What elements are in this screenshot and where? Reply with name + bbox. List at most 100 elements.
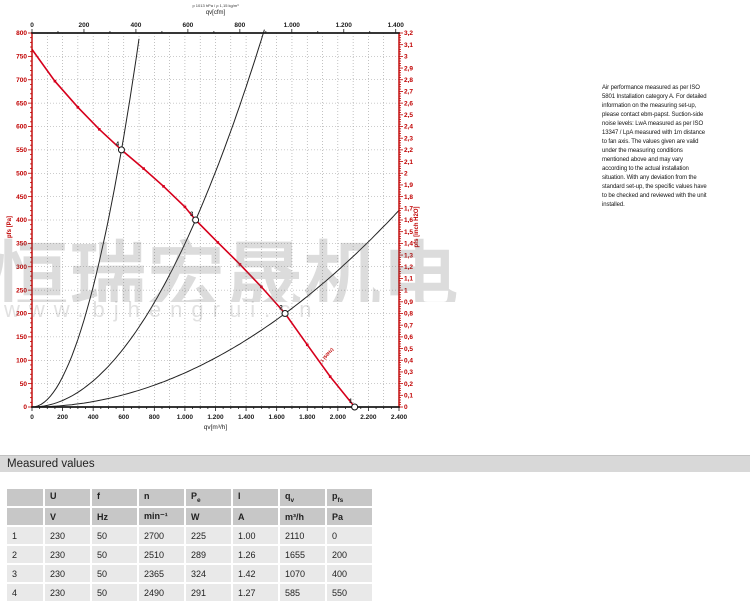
right-axis-tick-label: 0,7 [404, 322, 413, 329]
right-axis-tick-label: 1 [404, 287, 408, 294]
right-axis-tick-label: 2,3 [404, 135, 413, 142]
right-axis-tick-label: 2,4 [404, 124, 413, 131]
operating-point [117, 146, 125, 154]
right-axis-tick-label: 2,9 [404, 65, 413, 72]
value-cell: 200 [327, 546, 372, 563]
system-curve [31, 38, 140, 408]
operating-point-label: 4 [116, 142, 120, 148]
operating-point-label: 1 [349, 399, 353, 405]
left-axis-label: pfs [Pa] [7, 216, 13, 238]
bottom-axis-tick-label: 600 [118, 414, 129, 421]
bottom-axis-tick-label: 2.200 [360, 414, 377, 421]
value-cell: 230 [45, 565, 90, 582]
measured-values-title-bar: Measured values [0, 455, 750, 472]
table-units-row: V Hz min⁻¹ W A m³/h Pa [7, 508, 372, 525]
value-cell: 2110 [280, 527, 325, 544]
value-cell: 324 [186, 565, 231, 582]
value-cell: 1.42 [233, 565, 278, 582]
right-axis-tick-label: 2,5 [404, 112, 413, 119]
left-axis-tick-label: 600 [16, 124, 27, 131]
system-curve [31, 29, 265, 408]
value-cell: 50 [92, 546, 137, 563]
performance-chart: 800 750 700 650 600 550 500 450 400 350 300 250 200 1… [4, 2, 424, 440]
right-axis-tick-label: 2,1 [404, 159, 413, 166]
unit-cell: Pa [327, 508, 372, 525]
left-axis-tick-label: 450 [16, 194, 27, 201]
bottom-axis-tick-label: 1.800 [299, 414, 316, 421]
system-curve [32, 210, 400, 408]
right-axis-tick-label: 0,5 [404, 346, 413, 353]
bottom-axis-tick-label: 2.400 [391, 414, 408, 421]
right-axis-tick-label: 1,4 [404, 241, 413, 248]
value-cell: 1070 [280, 565, 325, 582]
unit-cell: W [186, 508, 231, 525]
value-cell: 0 [327, 527, 372, 544]
operating-point [192, 216, 200, 224]
right-axis-tick-label: 2,2 [404, 147, 413, 154]
right-axis-tick-label: 2,6 [404, 100, 413, 107]
right-axis-tick-label: 3,1 [404, 42, 413, 49]
operating-point [281, 310, 289, 317]
right-axis-tick-label: 2,7 [404, 89, 413, 96]
fan-curve [31, 48, 356, 408]
right-axis-tick-label: 1,9 [404, 182, 413, 189]
value-cell: 50 [92, 584, 137, 601]
right-axis-tick-label: 3,2 [404, 30, 413, 37]
row-index-cell: 1 [7, 527, 43, 544]
left-axis-tick-label: 650 [16, 100, 27, 107]
fan-curve-marker [305, 343, 309, 347]
value-cell: 1.27 [233, 584, 278, 601]
top-axis-tick-label: 1.400 [388, 22, 405, 29]
measurement-note: Air performance measured as per ISO 5801… [602, 85, 707, 208]
value-cell: 230 [45, 527, 90, 544]
bottom-axis-label: qv[m³/h] [204, 424, 228, 431]
right-axis-tick-label: 2,8 [404, 77, 413, 84]
top-axis-tick-label: 1.200 [336, 22, 353, 29]
right-axis-tick-label: 1,6 [404, 217, 413, 224]
curve-end-label: 1 (50Hz) [319, 346, 334, 363]
col-header-speed: n [139, 489, 184, 506]
col-header-current: I [233, 489, 278, 506]
right-axis-tick-label: 0,4 [404, 357, 413, 364]
top-axis-tick-label: 1.000 [284, 22, 301, 29]
unit-cell: V [45, 508, 90, 525]
bottom-axis-tick-label: 2.000 [330, 414, 347, 421]
right-axis-tick-label: 0,9 [404, 299, 413, 306]
fan-curve-marker [142, 167, 145, 170]
chart-microtitle: p 1013 hPa / ρ 1,15 kg/m³ [192, 3, 239, 8]
col-header-frequency: f [92, 489, 137, 506]
operating-point-label: 3 [190, 212, 194, 218]
fan-curve-marker [328, 375, 332, 378]
measured-values-table: U f n Pe I qv pfs V Hz min⁻¹ W A m³/h Pa… [5, 487, 374, 603]
value-cell: 1.00 [233, 527, 278, 544]
left-axis-tick-label: 300 [16, 264, 27, 271]
top-axis-label: qv[cfm] [206, 10, 226, 16]
measured-values-title: Measured values [7, 458, 95, 470]
left-axis-tick-label: 550 [16, 147, 27, 154]
value-cell: 2700 [139, 527, 184, 544]
left-axis-tick-label: 350 [16, 241, 27, 248]
value-cell: 2510 [139, 546, 184, 563]
value-cell: 1655 [280, 546, 325, 563]
col-header-voltage: U [45, 489, 90, 506]
right-axis-tick-label: 1,8 [404, 194, 413, 201]
right-axis-tick-label: 3 [404, 54, 408, 61]
right-axis-label: pfs [inch H2O] [414, 206, 420, 247]
value-cell: 585 [280, 584, 325, 601]
table-header-row: U f n Pe I qv pfs [7, 489, 372, 506]
right-axis-tick-label: 2 [404, 170, 408, 177]
left-axis-tick-label: 0 [23, 404, 27, 411]
table-row: 4 230 50 2490 291 1.27 585 550 [7, 584, 372, 601]
bottom-axis-tick-label: 800 [149, 414, 160, 421]
unit-cell [7, 508, 43, 525]
bottom-axis-tick-label: 0 [30, 414, 34, 421]
value-cell: 400 [327, 565, 372, 582]
right-axis-tick-label: 1,3 [404, 252, 413, 259]
fan-curve-marker [53, 79, 57, 83]
bottom-axis-tick-label: 400 [88, 414, 99, 421]
value-cell: 2365 [139, 565, 184, 582]
top-axis-tick-label: 400 [130, 22, 141, 29]
bottom-axis-tick-label: 200 [57, 414, 68, 421]
fan-curve-marker [216, 241, 220, 244]
right-axis-tick-label: 0,3 [404, 369, 413, 376]
